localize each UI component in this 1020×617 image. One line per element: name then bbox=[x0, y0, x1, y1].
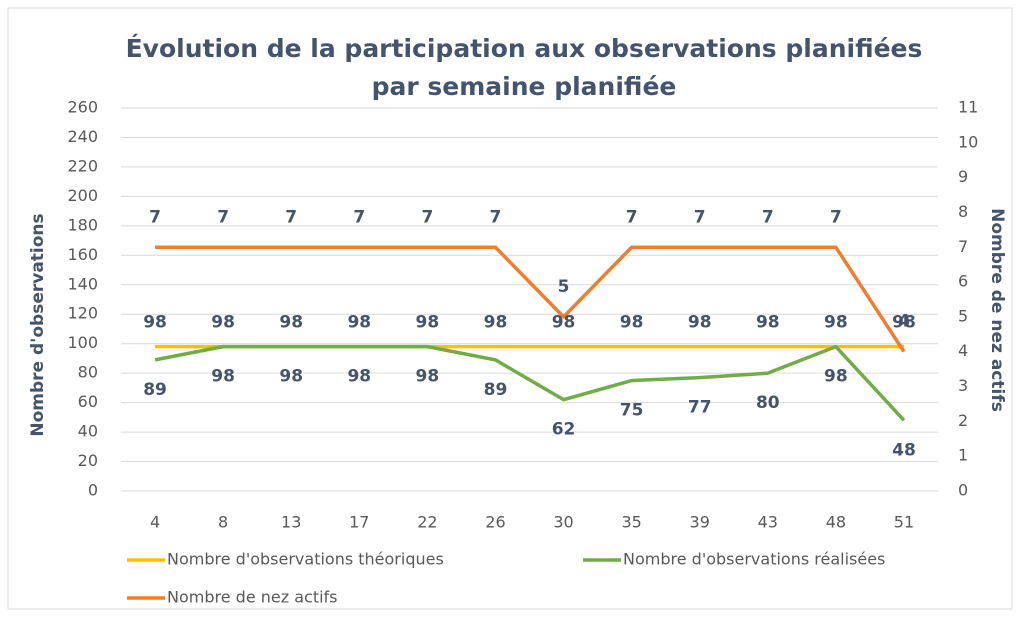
data-label: 98 bbox=[279, 313, 303, 333]
y-tick-label: 160 bbox=[67, 245, 98, 264]
data-label: 98 bbox=[211, 313, 235, 333]
series-line bbox=[154, 344, 906, 422]
y2-tick-label: 7 bbox=[958, 237, 968, 256]
data-label: 89 bbox=[143, 380, 167, 400]
x-tick-label: 35 bbox=[621, 513, 641, 532]
x-tick-label: 51 bbox=[894, 513, 914, 532]
y2-tick-label: 11 bbox=[958, 98, 978, 117]
data-label: 98 bbox=[416, 367, 440, 387]
data-label: 98 bbox=[756, 313, 780, 333]
x-tick-label: 26 bbox=[485, 513, 505, 532]
y2-tick-label: 10 bbox=[958, 132, 978, 151]
x-tick-label: 22 bbox=[417, 513, 437, 532]
data-label: 98 bbox=[552, 313, 576, 333]
y2-tick-label: 4 bbox=[958, 341, 968, 360]
data-label: 98 bbox=[824, 367, 848, 387]
y2-tick-label: 2 bbox=[958, 411, 968, 430]
data-label: 98 bbox=[211, 367, 235, 387]
data-label: 7 bbox=[830, 207, 842, 227]
series-line bbox=[155, 245, 906, 353]
data-label: 7 bbox=[490, 207, 502, 227]
data-label: 98 bbox=[892, 313, 916, 333]
y-tick-label: 200 bbox=[67, 186, 98, 205]
y-tick-label: 80 bbox=[78, 363, 98, 382]
data-label: 7 bbox=[149, 207, 161, 227]
y2-axis-title: Nombre de nez actifs bbox=[987, 208, 1007, 412]
data-label: 7 bbox=[626, 207, 638, 227]
x-tick-label: 48 bbox=[826, 513, 846, 532]
y-tick-label: 220 bbox=[67, 156, 98, 175]
y-tick-label: 60 bbox=[78, 392, 98, 411]
data-label: 7 bbox=[285, 207, 297, 227]
y2-tick-label: 5 bbox=[958, 306, 968, 325]
y-tick-label: 20 bbox=[78, 451, 98, 470]
y2-tick-label: 8 bbox=[958, 202, 968, 221]
legend-label: Nombre de nez actifs bbox=[167, 588, 338, 607]
data-label: 77 bbox=[688, 398, 712, 418]
data-label: 98 bbox=[347, 313, 371, 333]
y2-tick-label: 3 bbox=[958, 376, 968, 395]
chart-title: par semaine planifiée bbox=[372, 72, 677, 101]
data-label: 7 bbox=[694, 207, 706, 227]
x-tick-label: 39 bbox=[690, 513, 710, 532]
data-label: 80 bbox=[756, 393, 780, 413]
data-label: 98 bbox=[484, 313, 508, 333]
data-label: 7 bbox=[353, 207, 365, 227]
data-label: 98 bbox=[416, 313, 440, 333]
y2-tick-label: 0 bbox=[958, 481, 968, 500]
y-tick-label: 40 bbox=[78, 422, 98, 441]
y-axis-title: Nombre d'observations bbox=[28, 213, 48, 436]
data-label: 98 bbox=[620, 313, 644, 333]
data-label: 7 bbox=[217, 207, 229, 227]
data-label: 5 bbox=[558, 277, 570, 297]
x-tick-label: 30 bbox=[553, 513, 573, 532]
y2-tick-label: 9 bbox=[958, 167, 968, 186]
data-label: 4 bbox=[898, 312, 910, 332]
y-tick-label: 180 bbox=[67, 215, 98, 234]
x-tick-label: 17 bbox=[349, 513, 369, 532]
y-tick-label: 140 bbox=[67, 274, 98, 293]
y-tick-label: 0 bbox=[88, 481, 98, 500]
y-tick-label: 260 bbox=[67, 98, 98, 117]
legend-label: Nombre d'observations réalisées bbox=[623, 550, 885, 569]
y2-tick-label: 1 bbox=[958, 446, 968, 465]
data-label: 98 bbox=[824, 313, 848, 333]
x-tick-label: 13 bbox=[281, 513, 301, 532]
y-tick-label: 120 bbox=[67, 304, 98, 323]
y-tick-label: 240 bbox=[67, 127, 98, 146]
y2-tick-label: 6 bbox=[958, 272, 968, 291]
data-label: 98 bbox=[143, 313, 167, 333]
legend-label: Nombre d'observations théoriques bbox=[167, 550, 444, 569]
chart-title: Évolution de la participation aux observ… bbox=[126, 34, 923, 63]
data-label: 7 bbox=[421, 207, 433, 227]
data-label: 89 bbox=[484, 380, 508, 400]
data-label: 48 bbox=[892, 440, 916, 460]
x-tick-label: 43 bbox=[758, 513, 778, 532]
data-label: 98 bbox=[688, 313, 712, 333]
data-label: 98 bbox=[347, 367, 371, 387]
data-label: 98 bbox=[279, 367, 303, 387]
data-label: 7 bbox=[762, 207, 774, 227]
data-label: 75 bbox=[620, 401, 644, 421]
data-label: 62 bbox=[552, 420, 576, 440]
x-tick-label: 4 bbox=[150, 513, 160, 532]
y-tick-label: 100 bbox=[67, 333, 98, 352]
x-tick-label: 8 bbox=[218, 513, 228, 532]
